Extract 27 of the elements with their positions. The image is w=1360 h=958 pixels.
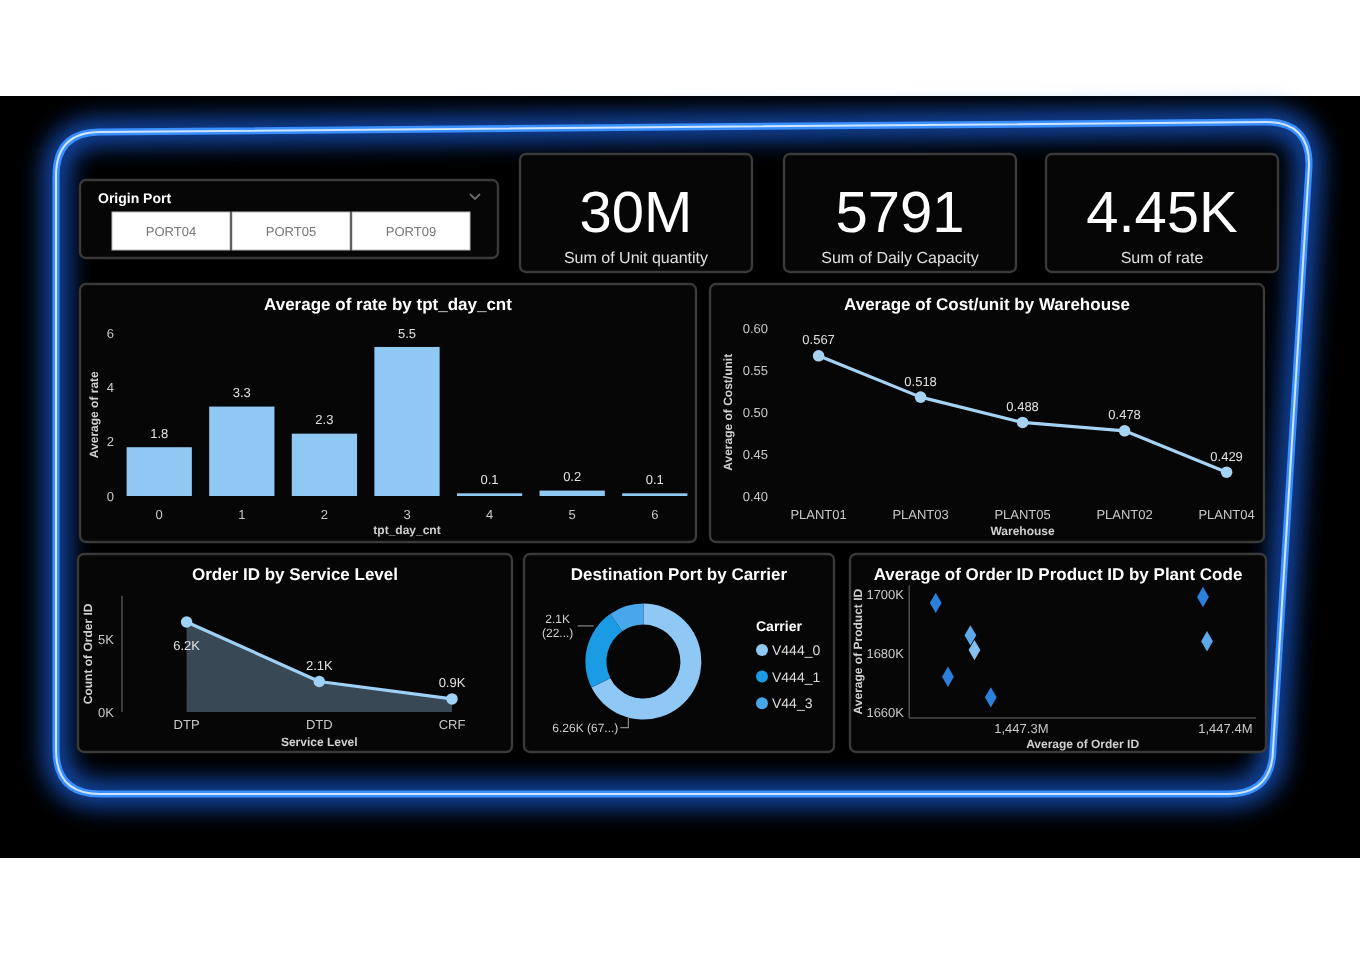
- text: Sum of Daily Capacity: [821, 249, 979, 267]
- donut-slice: [610, 603, 644, 632]
- text: Sum of rate: [1120, 249, 1205, 267]
- point: [180, 616, 193, 628]
- chart-title: Order ID by Service Level: [192, 563, 398, 584]
- chart-title: Destination Port by Carrier: [570, 563, 789, 584]
- chart-title: Average of Cost/unit by Warehouse: [844, 293, 1131, 314]
- bar: [126, 447, 192, 496]
- point: [812, 350, 825, 362]
- text: 30M: [579, 182, 693, 246]
- chart-title: Average of rate by tpt_day_cnt: [264, 293, 513, 314]
- point: [446, 693, 458, 705]
- text: Sum of Unit quantity: [563, 249, 709, 267]
- point: [313, 675, 326, 688]
- point: [1016, 416, 1029, 429]
- chart-title: Average of Order ID Product ID by Plant Code: [873, 563, 1243, 584]
- point: [914, 391, 927, 403]
- bar: [539, 490, 605, 496]
- text: 4.45K: [1086, 182, 1240, 246]
- point: [1220, 466, 1233, 478]
- donut-slice: [591, 603, 702, 720]
- donut-slice: [585, 614, 623, 688]
- bar: [291, 433, 358, 496]
- point: [1118, 425, 1131, 437]
- bar: [374, 346, 440, 496]
- text: 5791: [835, 182, 965, 246]
- bar: [209, 406, 275, 496]
